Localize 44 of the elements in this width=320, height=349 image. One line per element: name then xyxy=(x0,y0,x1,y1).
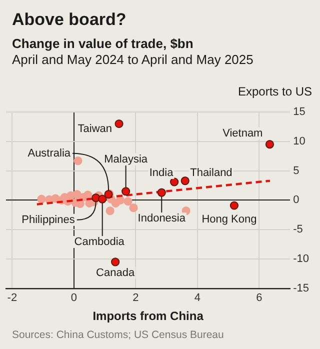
annotation: Canada xyxy=(96,266,136,279)
annotation: Vietnam xyxy=(222,127,263,140)
point xyxy=(157,188,166,197)
point xyxy=(84,190,92,200)
y-axis-title: Exports to US xyxy=(238,84,312,98)
point xyxy=(170,178,179,186)
annotation: India xyxy=(149,167,174,180)
y-tick-label: 5 xyxy=(293,164,300,177)
x-axis-title: Imports from China xyxy=(92,309,204,324)
point xyxy=(74,156,82,166)
annotation: Cambodia xyxy=(74,236,126,248)
annotation: Indonesia xyxy=(138,212,186,225)
annotation: Australia xyxy=(28,147,72,160)
point xyxy=(122,187,130,196)
y-tick-label: -5 xyxy=(293,224,303,236)
point xyxy=(114,119,124,128)
point xyxy=(106,206,114,216)
annotation: Hong Kong xyxy=(202,214,257,226)
x-tick-label: 0 xyxy=(70,292,77,304)
annotation: Thailand xyxy=(190,166,232,179)
point xyxy=(124,197,132,206)
point xyxy=(116,196,125,204)
point xyxy=(265,140,274,149)
x-tick-label: 2 xyxy=(132,292,139,304)
point xyxy=(37,194,46,204)
y-tick-label: -10 xyxy=(293,253,310,266)
chart-title: Above board? xyxy=(12,10,126,30)
y-tick-label: 15 xyxy=(293,106,306,118)
y-tick-label: 0 xyxy=(293,194,300,206)
chart-subtitle: Change in value of trade, $bn April and May 2024 to April and May 2025 xyxy=(12,36,254,68)
annotation: Taiwan xyxy=(78,122,112,135)
point xyxy=(98,194,107,204)
point xyxy=(111,258,120,266)
y-tick-label: -15 xyxy=(293,282,310,294)
annotation: Malaysia xyxy=(104,153,148,166)
point xyxy=(230,201,239,210)
point xyxy=(180,176,190,186)
x-tick-label: 6 xyxy=(256,292,262,304)
y-tick-label: 10 xyxy=(293,135,306,148)
x-tick-label: -2 xyxy=(7,292,18,304)
source-note: Sources: China Customs; US Census Bureau xyxy=(12,329,224,341)
point xyxy=(129,204,138,212)
annotation: Philippines xyxy=(22,214,76,226)
x-tick-label: 4 xyxy=(194,292,201,304)
